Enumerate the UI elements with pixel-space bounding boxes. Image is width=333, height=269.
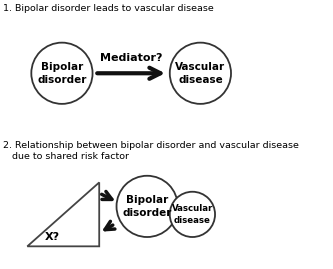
Text: Bipolar
disorder: Bipolar disorder	[37, 62, 87, 85]
Text: Vascular
disease: Vascular disease	[172, 204, 213, 225]
Text: 2. Relationship between bipolar disorder and vascular disease
   due to shared r: 2. Relationship between bipolar disorder…	[3, 141, 299, 161]
Circle shape	[170, 192, 215, 237]
Text: Bipolar
disorder: Bipolar disorder	[123, 195, 172, 218]
Text: Vascular
disease: Vascular disease	[175, 62, 225, 85]
Text: X?: X?	[45, 232, 60, 242]
Circle shape	[31, 43, 93, 104]
Text: Mediator?: Mediator?	[100, 53, 163, 63]
Circle shape	[170, 43, 231, 104]
Circle shape	[117, 176, 178, 237]
Text: 1. Bipolar disorder leads to vascular disease: 1. Bipolar disorder leads to vascular di…	[3, 4, 214, 13]
